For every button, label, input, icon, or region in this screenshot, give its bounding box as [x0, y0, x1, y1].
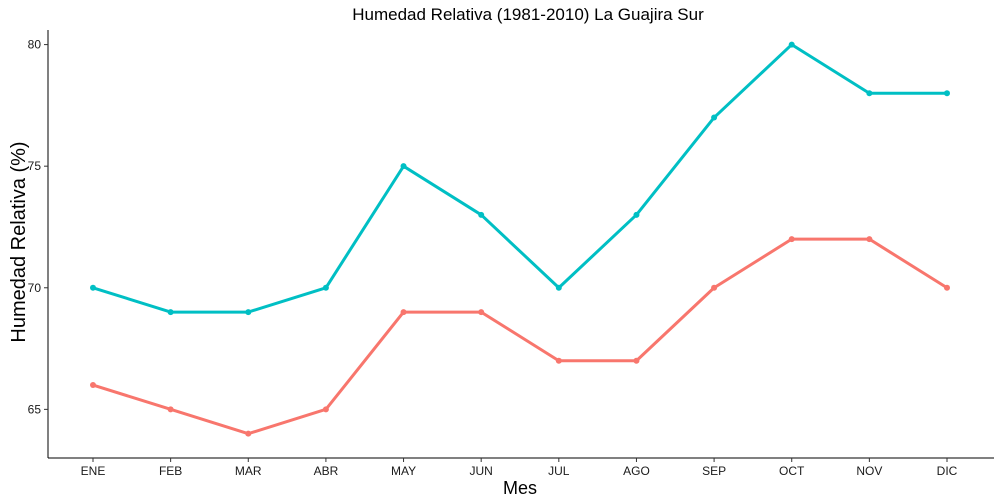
y-tick-label: 70 [28, 281, 42, 295]
data-point [478, 309, 485, 316]
data-point [866, 236, 873, 243]
data-point [400, 309, 407, 316]
data-point [245, 309, 252, 316]
y-tick-label: 75 [28, 159, 42, 173]
x-tick-label: DIC [937, 464, 958, 478]
data-point [167, 406, 174, 413]
data-point [555, 357, 562, 364]
y-tick-label: 80 [28, 38, 42, 52]
plot-area: 65 70 75 80 ENE FEB MAR ABR MAY JUN JUL AGO SEP OCT NO… [28, 30, 994, 478]
series-line-1 [91, 43, 949, 314]
data-point [788, 236, 795, 243]
x-tick-label: ENE [81, 464, 106, 478]
x-tick-label: NOV [856, 464, 882, 478]
data-point [167, 309, 174, 316]
data-point [711, 284, 718, 291]
x-tick-label: JUN [470, 464, 493, 478]
data-point [478, 211, 485, 218]
x-tick-label: FEB [159, 464, 182, 478]
data-point [322, 406, 329, 413]
y-axis-title: Humedad Relativa (%) [8, 141, 30, 342]
data-point [90, 284, 96, 291]
data-point [788, 41, 795, 48]
data-point [866, 90, 873, 97]
data-point [555, 284, 562, 291]
x-tick-label: MAY [391, 464, 416, 478]
x-tick-label: MAR [235, 464, 262, 478]
data-point [633, 357, 640, 364]
series-line-2 [91, 237, 949, 436]
chart-title: Humedad Relativa (1981-2010) La Guajira … [352, 5, 704, 24]
data-point [944, 284, 950, 291]
data-point [90, 382, 96, 389]
x-tick-label: JUL [548, 464, 570, 478]
x-tick-label: SEP [702, 464, 726, 478]
y-tick-label: 65 [28, 402, 42, 416]
data-point [633, 211, 640, 218]
data-point [322, 284, 329, 291]
x-tick-label: AGO [623, 464, 650, 478]
x-tick-label: ABR [314, 464, 339, 478]
data-point [944, 90, 950, 97]
data-point [400, 163, 407, 170]
data-point [245, 430, 252, 437]
data-point [711, 114, 718, 121]
x-axis-title: Mes [503, 478, 537, 498]
x-tick-label: OCT [779, 464, 805, 478]
